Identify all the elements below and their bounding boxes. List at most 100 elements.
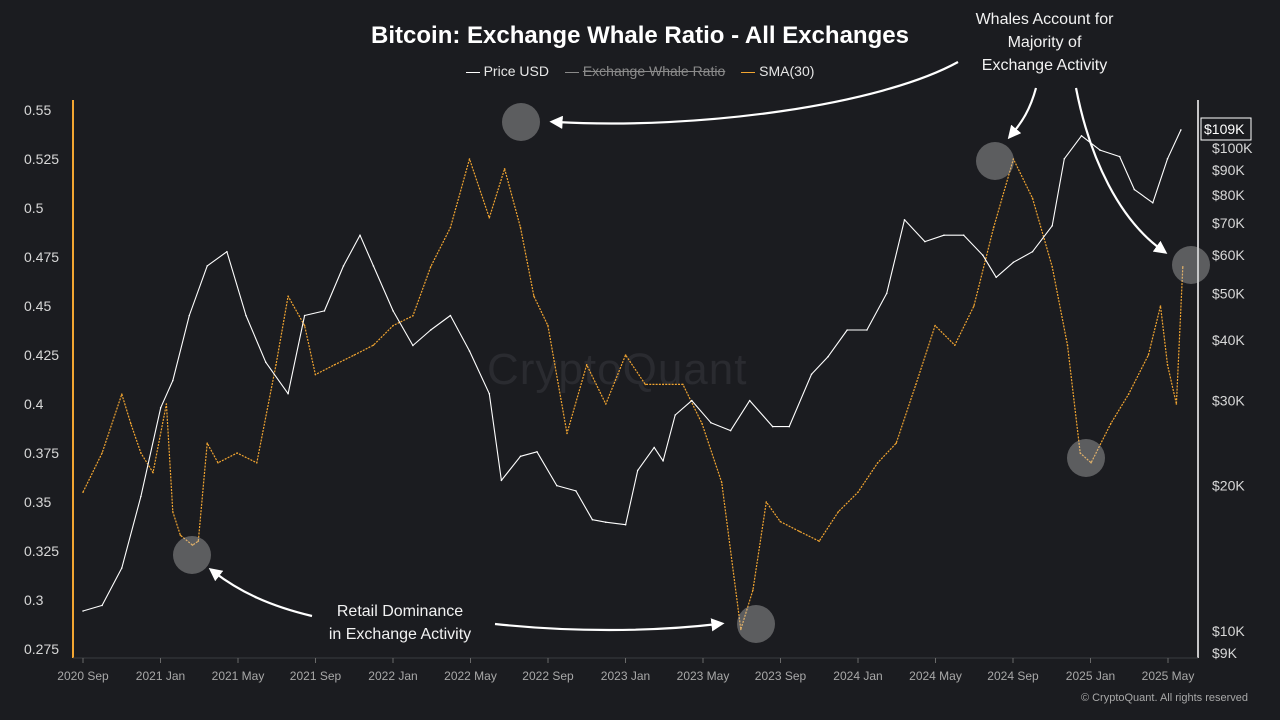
price-point bbox=[359, 234, 361, 236]
sma30-point bbox=[429, 266, 432, 268]
legend-swatch-whale-ratio bbox=[564, 71, 579, 74]
sma30-point bbox=[1127, 393, 1130, 396]
x-tick-label: 2021 May bbox=[212, 669, 265, 683]
x-tick-label: 2022 Sep bbox=[522, 669, 574, 683]
x-tick-label: 2023 May bbox=[677, 669, 730, 683]
annotation-line: Majority of bbox=[1007, 34, 1082, 51]
sma30-point bbox=[206, 442, 208, 445]
price-point bbox=[265, 361, 267, 364]
highlight-circle bbox=[737, 605, 775, 643]
sma30-point bbox=[1012, 158, 1015, 160]
price-point bbox=[159, 406, 162, 409]
sma30-point bbox=[1166, 364, 1169, 366]
y-left-tick-label: 0.5 bbox=[24, 200, 44, 216]
sma30-point bbox=[1159, 305, 1162, 307]
legend-swatch-price bbox=[465, 71, 480, 74]
price-point bbox=[412, 344, 414, 347]
price-point bbox=[674, 414, 676, 416]
price-point bbox=[771, 425, 774, 428]
y-left-tick-label: 0.55 bbox=[24, 102, 51, 118]
highlight-circle bbox=[1172, 246, 1210, 284]
annotation-retail: Retail Dominance in Exchange Activity bbox=[300, 600, 500, 646]
legend-swatch-sma bbox=[741, 71, 756, 74]
sma30-point bbox=[915, 383, 917, 386]
x-tick-label: 2024 Jan bbox=[833, 669, 882, 683]
series-price-line bbox=[82, 129, 1182, 612]
price-point bbox=[1063, 158, 1066, 160]
sma30-point bbox=[172, 511, 174, 513]
price-point bbox=[624, 523, 627, 526]
x-tick-label: 2023 Jan bbox=[601, 669, 650, 683]
sma30-point bbox=[468, 158, 471, 160]
x-tick-label: 2020 Sep bbox=[57, 669, 109, 683]
price-point bbox=[827, 355, 829, 358]
chart-legend: Price USD Exchange Whale Ratio SMA(30) bbox=[0, 63, 1280, 79]
sma30-point bbox=[303, 324, 306, 327]
sma30-point bbox=[682, 383, 684, 386]
annotation-arrow bbox=[1074, 87, 1168, 254]
legend-label-price: Price USD bbox=[483, 63, 549, 79]
sma30-point bbox=[412, 315, 414, 317]
price-point bbox=[1012, 261, 1015, 264]
y-right-tick-label: $40K bbox=[1212, 332, 1245, 348]
x-tick-label: 2024 Sep bbox=[987, 669, 1039, 683]
sma30-point bbox=[1175, 403, 1178, 405]
sma30-point bbox=[624, 354, 627, 356]
chart-title: Bitcoin: Exchange Whale Ratio - All Exch… bbox=[371, 22, 909, 49]
price-point bbox=[429, 329, 432, 331]
price-point bbox=[323, 310, 326, 312]
price-point bbox=[500, 479, 503, 482]
price-point bbox=[172, 379, 174, 382]
annotation-line: Whales Account for bbox=[975, 11, 1114, 28]
price-point bbox=[536, 451, 538, 453]
y-right-tick-label: $60K bbox=[1212, 247, 1245, 263]
annotation-arrow bbox=[549, 61, 959, 129]
sma30-point bbox=[857, 491, 859, 494]
series-sma30-line bbox=[82, 158, 1184, 631]
price-point bbox=[556, 484, 558, 487]
sma30-point bbox=[701, 422, 703, 425]
y-left-tick-label: 0.375 bbox=[24, 445, 59, 461]
price-point bbox=[82, 610, 84, 612]
sma30-point bbox=[503, 168, 506, 170]
price-point bbox=[392, 310, 394, 312]
price-point bbox=[885, 292, 888, 295]
x-tick-label: 2021 Sep bbox=[290, 669, 342, 683]
y-right-tick-label: $100K bbox=[1212, 140, 1253, 156]
price-point bbox=[846, 329, 848, 331]
sma30-point bbox=[372, 344, 375, 347]
sma30-point bbox=[449, 226, 452, 229]
sma30-point bbox=[895, 442, 897, 445]
price-point bbox=[982, 254, 984, 256]
price-point bbox=[245, 314, 247, 317]
price-point bbox=[866, 329, 868, 331]
price-point bbox=[101, 604, 103, 607]
highlight-circle bbox=[173, 536, 211, 574]
legend-item-whale-ratio[interactable]: Exchange Whale Ratio bbox=[564, 63, 725, 79]
price-point bbox=[995, 276, 997, 279]
sma30-point bbox=[740, 628, 742, 631]
legend-item-sma[interactable]: SMA(30) bbox=[741, 63, 814, 79]
sma30-point bbox=[662, 383, 664, 386]
y-right-tick-label: $9K bbox=[1212, 645, 1238, 661]
price-point bbox=[810, 373, 813, 376]
price-point bbox=[206, 265, 208, 267]
sma30-point bbox=[765, 501, 768, 503]
legend-item-price[interactable]: Price USD bbox=[465, 63, 549, 79]
sma30-point bbox=[818, 540, 820, 542]
price-point bbox=[924, 240, 926, 243]
y-left-tick-label: 0.275 bbox=[24, 641, 59, 657]
price-point bbox=[636, 469, 639, 472]
sma30-point bbox=[605, 403, 607, 405]
sma30-point bbox=[82, 491, 84, 494]
price-point bbox=[226, 250, 228, 253]
sma30-point bbox=[488, 217, 491, 219]
price-point bbox=[188, 314, 191, 317]
price-point bbox=[748, 399, 751, 402]
x-tick-label: 2025 Jan bbox=[1066, 669, 1115, 683]
annotation-line: Exchange Activity bbox=[981, 57, 1108, 74]
highlight-circle bbox=[502, 103, 540, 141]
price-point bbox=[962, 234, 965, 236]
price-point bbox=[729, 429, 732, 432]
